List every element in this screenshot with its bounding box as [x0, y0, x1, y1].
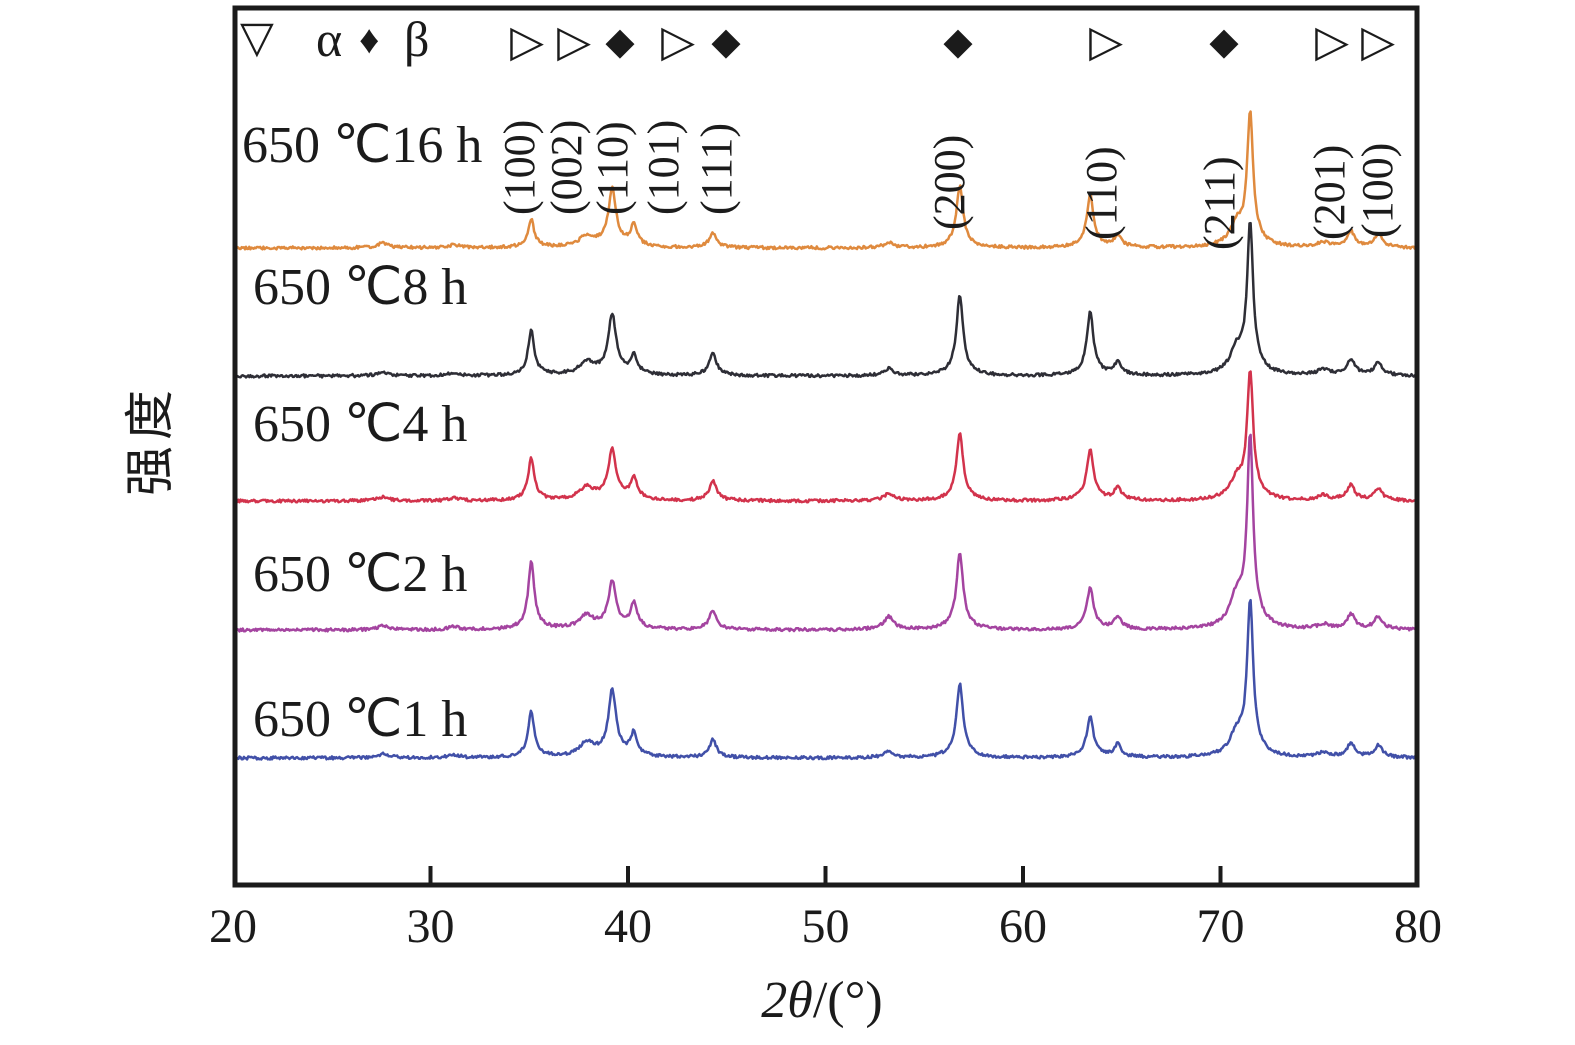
- trace-label-650-16-h: 650 ℃16 h: [242, 117, 483, 174]
- beta-marker-icon: ◆: [943, 21, 973, 63]
- trace-label-650-8-h: 650 ℃8 h: [253, 259, 468, 316]
- alpha-marker-icon: ▷: [557, 17, 591, 66]
- beta-marker-icon: ◆: [1209, 21, 1239, 63]
- x-tick-label-50: 50: [801, 900, 850, 953]
- peak-label-100: (100): [1353, 142, 1402, 238]
- x-tick-label-40: 40: [604, 900, 652, 953]
- trace-label-650-1-h: 650 ℃1 h: [253, 691, 468, 748]
- trace-650-16-h: [236, 110, 1415, 251]
- x-axis-title-symbol: 2θ: [761, 972, 813, 1029]
- x-tick-label-20: 20: [209, 900, 257, 953]
- peak-label-002: (002): [542, 119, 591, 215]
- trace-label-650-2-h: 650 ℃2 h: [253, 546, 468, 603]
- x-axis-title-units: /(°): [812, 972, 883, 1029]
- alpha-legend-icon: ▽: [240, 13, 274, 62]
- peak-label-201: (201): [1305, 144, 1354, 240]
- peak-label-110: (110): [1077, 146, 1126, 240]
- alpha-marker-icon: ▷: [661, 17, 695, 66]
- alpha-legend-label: α: [316, 11, 343, 67]
- alpha-marker-icon: ▷: [1315, 17, 1349, 66]
- trace-label-650-4-h: 650 ℃4 h: [253, 396, 468, 453]
- plot-frame: [232, 5, 1420, 888]
- peak-label-200: (200): [925, 134, 974, 230]
- peak-label-100: (100): [495, 119, 544, 215]
- beta-marker-icon: ◆: [605, 21, 635, 63]
- trace-650-2-h: [236, 433, 1415, 633]
- alpha-marker-icon: ▷: [1089, 17, 1123, 66]
- y-axis-title: 强度: [122, 384, 178, 496]
- x-axis-title: 2θ/(°): [761, 975, 882, 1027]
- alpha-marker-icon: ▷: [1361, 17, 1395, 66]
- x-tick-label-30: 30: [406, 900, 455, 953]
- x-tick-label-80: 80: [1394, 900, 1442, 953]
- peak-label-211: (211): [1195, 156, 1244, 250]
- trace-650-4-h: [236, 370, 1415, 504]
- peak-label-110: (110): [588, 121, 637, 215]
- peak-label-101: (101): [639, 119, 688, 215]
- trace-650-1-h: [236, 598, 1415, 761]
- beta-legend-icon: ♦: [359, 17, 380, 62]
- beta-marker-icon: ◆: [711, 21, 741, 63]
- beta-legend-label: β: [404, 11, 430, 67]
- trace-650-8-h: [236, 221, 1415, 379]
- peak-label-111: (111): [692, 122, 741, 215]
- x-tick-label-70: 70: [1196, 900, 1245, 953]
- alpha-marker-icon: ▷: [510, 17, 544, 66]
- x-tick-label-60: 60: [999, 900, 1047, 953]
